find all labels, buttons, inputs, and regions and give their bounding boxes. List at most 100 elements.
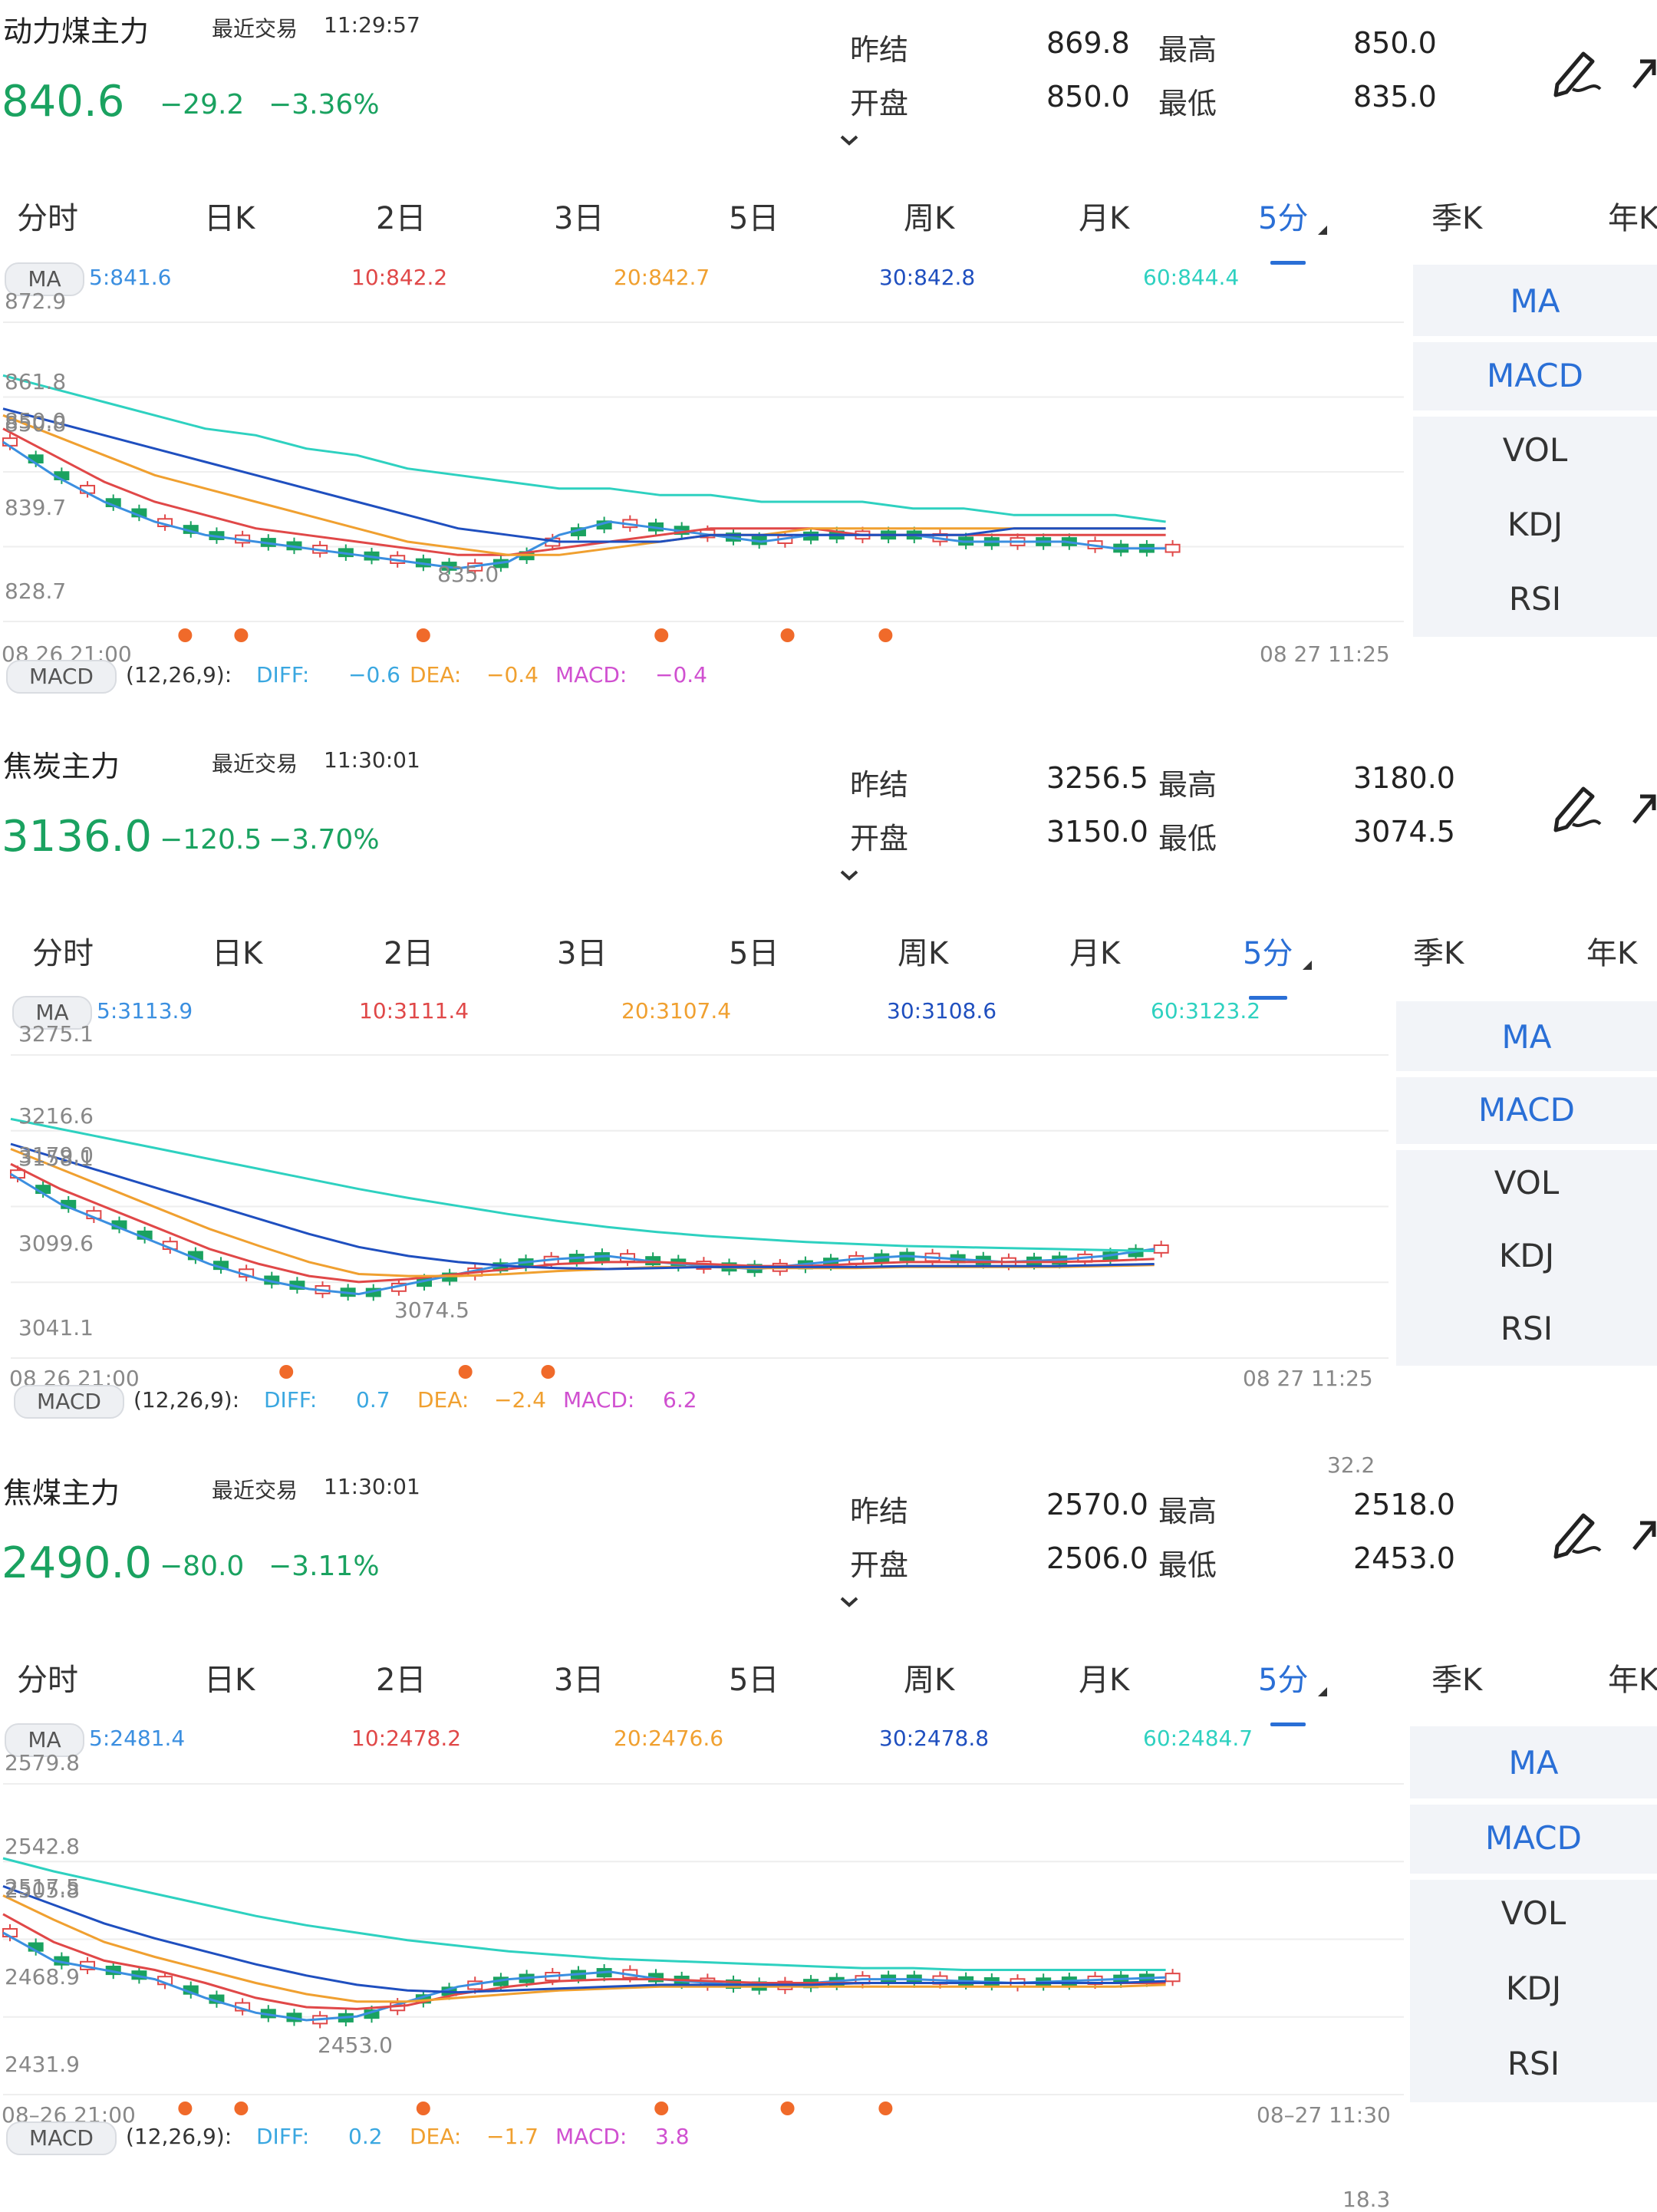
y-axis-label-0: 872.9 — [5, 288, 67, 314]
low-price-marker: 2453.0 — [318, 2032, 393, 2058]
macd-field-4: −2.4 — [494, 1387, 546, 1413]
tab-8[interactable]: 季K — [1431, 201, 1483, 236]
tab-6[interactable]: 月K — [1079, 201, 1130, 236]
tab-6[interactable]: 月K — [1069, 936, 1121, 971]
tab-6[interactable]: 月K — [1079, 1663, 1130, 1698]
tab-0[interactable]: 分时 — [32, 936, 94, 971]
tab-2[interactable]: 2日 — [376, 201, 427, 236]
tab-4[interactable]: 5日 — [729, 936, 779, 971]
ma-line-5 — [2, 1931, 1166, 2022]
indicator-kdj[interactable]: KDJ — [1507, 505, 1563, 543]
prev-settle-value: 869.8 — [1046, 26, 1130, 60]
ma-value-2: 20:842.7 — [614, 265, 710, 290]
ma-value-2: 20:3107.4 — [621, 998, 732, 1024]
tab-4[interactable]: 5日 — [729, 1663, 779, 1698]
chevron-down-icon[interactable] — [839, 134, 859, 147]
indicator-rsi[interactable]: RSI — [1500, 1309, 1553, 1347]
indicator-ma[interactable]: MA — [1508, 1744, 1559, 1782]
expand-icon[interactable] — [1631, 781, 1657, 827]
tab-9[interactable]: 年K — [1608, 1663, 1657, 1698]
ma-value-3: 30:2478.8 — [879, 1726, 990, 1751]
macd-field-1: DIFF: — [256, 2124, 310, 2149]
expand-icon[interactable] — [1631, 46, 1657, 92]
ma-value-0: 5:841.6 — [89, 265, 172, 290]
y-axis-label-5: 2431.9 — [5, 2051, 80, 2077]
pen-draw-icon[interactable] — [1550, 773, 1603, 835]
tab-9[interactable]: 年K — [1608, 201, 1657, 236]
indicator-rsi[interactable]: RSI — [1508, 579, 1562, 618]
indicator-separator — [1396, 1144, 1657, 1150]
ma-line-60 — [2, 374, 1166, 523]
tab-3[interactable]: 3日 — [554, 201, 604, 236]
indicator-macd[interactable]: MACD — [1478, 1090, 1575, 1129]
low-label: 最低 — [1158, 87, 1217, 120]
ma-line-30 — [2, 407, 1166, 543]
macd-pill[interactable]: MACD — [6, 660, 117, 694]
tab-7[interactable]: 5分 — [1258, 1663, 1309, 1698]
indicator-kdj[interactable]: KDJ — [1505, 1970, 1562, 2007]
macd-field-5: MACD: — [555, 662, 628, 687]
tab-2[interactable]: 2日 — [384, 936, 434, 971]
time-end: 08 27 11:25 — [1260, 641, 1390, 667]
chevron-down-icon[interactable] — [839, 1595, 859, 1609]
chevron-down-icon[interactable] — [839, 869, 859, 882]
tab-1[interactable]: 日K — [204, 201, 255, 236]
indicator-macd[interactable]: MACD — [1487, 356, 1583, 394]
indicator-vol[interactable]: VOL — [1494, 1163, 1560, 1202]
last-trade-label: 最近交易 — [212, 16, 298, 41]
indicator-separator — [1410, 1798, 1657, 1805]
tab-8[interactable]: 季K — [1413, 936, 1464, 971]
last-trade-label: 最近交易 — [212, 751, 298, 776]
tab-0[interactable]: 分时 — [17, 201, 78, 236]
tab-0[interactable]: 分时 — [17, 1663, 78, 1698]
signal-marker — [234, 628, 249, 642]
prev-settle-value: 2570.0 — [1046, 1488, 1148, 1521]
indicator-ma[interactable]: MA — [1510, 282, 1560, 320]
indicator-vol[interactable]: VOL — [1502, 430, 1568, 469]
high-value: 2518.0 — [1353, 1488, 1455, 1521]
indicator-rsi[interactable]: RSI — [1507, 2045, 1560, 2082]
expand-icon[interactable] — [1631, 1508, 1657, 1554]
tab-4[interactable]: 5日 — [729, 201, 779, 236]
tab-1[interactable]: 日K — [212, 936, 263, 971]
indicator-sidebar: MA MACD VOL KDJ RSI — [1413, 265, 1657, 637]
tab-7[interactable]: 5分 — [1243, 936, 1293, 971]
indicator-kdj[interactable]: KDJ — [1498, 1236, 1555, 1274]
kline-svg — [2, 1783, 1404, 2115]
macd-pill[interactable]: MACD — [6, 2121, 117, 2155]
tab-9[interactable]: 年K — [1586, 936, 1638, 971]
high-value: 850.0 — [1353, 26, 1437, 60]
y-axis-label-0: 3275.1 — [18, 1021, 94, 1047]
tab-5[interactable]: 周K — [898, 936, 949, 971]
pen-draw-icon[interactable] — [1550, 1500, 1603, 1561]
macd-field-2: −0.6 — [348, 662, 400, 687]
macd-pill[interactable]: MACD — [14, 1385, 124, 1419]
tab-5[interactable]: 周K — [904, 1663, 955, 1698]
tab-1[interactable]: 日K — [204, 1663, 255, 1698]
tab-7[interactable]: 5分 — [1258, 201, 1309, 236]
indicator-ma[interactable]: MA — [1501, 1017, 1552, 1056]
ma-pill[interactable]: MA — [5, 262, 84, 296]
ma-line-10 — [10, 1162, 1155, 1284]
tab-3[interactable]: 3日 — [557, 936, 608, 971]
ma-pill[interactable]: MA — [5, 1723, 84, 1757]
indicator-vol[interactable]: VOL — [1501, 1894, 1566, 1932]
ma-line-20 — [2, 414, 1166, 556]
tab-8[interactable]: 季K — [1431, 1663, 1483, 1698]
tab-dropdown-icon — [1303, 961, 1312, 970]
indicator-separator — [1413, 410, 1657, 417]
tab-3[interactable]: 3日 — [554, 1663, 604, 1698]
y-axis-label-5: 828.7 — [5, 579, 67, 605]
macd-field-4: −0.4 — [486, 662, 539, 687]
price-change: −120.5 — [160, 824, 262, 855]
y-axis-label-3: 850.8 — [5, 410, 67, 437]
prev-settle-value: 3256.5 — [1046, 761, 1148, 795]
ma-value-0: 5:2481.4 — [89, 1726, 186, 1751]
tab-2[interactable]: 2日 — [376, 1663, 427, 1698]
low-value: 2453.0 — [1353, 1541, 1455, 1575]
tab-5[interactable]: 周K — [904, 201, 955, 236]
ma-pill[interactable]: MA — [12, 996, 92, 1030]
pen-draw-icon[interactable] — [1550, 38, 1603, 100]
low-value: 835.0 — [1353, 80, 1437, 114]
indicator-macd[interactable]: MACD — [1485, 1819, 1582, 1857]
